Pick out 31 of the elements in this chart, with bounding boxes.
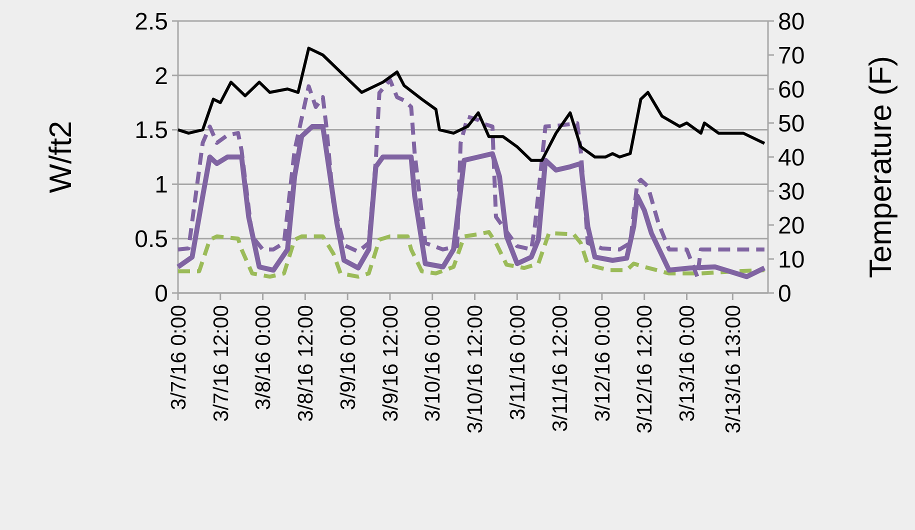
x-tick-label: 3/12/16 0:00 [591,305,614,422]
x-tick-label: 3/12/16 12:00 [634,305,657,434]
x-tick-label: 3/13/16 0:00 [676,305,700,422]
x-tick-label: 3/7/16 12:00 [210,305,233,422]
x-tick-label: 3/9/16 12:00 [379,305,402,422]
y2-tick-label: 60 [778,76,805,104]
y2-axis-title: Temperature (F) [862,56,898,278]
y-tick-label: 0 [154,280,168,308]
y-axis-title: W/ft2 [42,120,78,194]
y-tick-label: 0.5 [134,226,168,253]
y-tick-label: 2 [154,62,168,90]
x-tick-label: 3/11/16 12:00 [548,305,572,432]
y2-tick-label: 40 [778,144,805,172]
x-tick-label: 3/9/16 0:00 [336,305,360,410]
x-tick-label: 3/10/16 12:00 [464,305,488,434]
y-tick-label: 2.5 [134,8,168,36]
x-tick-label: 3/10/16 0:00 [422,305,445,422]
y2-tick-label: 70 [778,42,805,70]
x-tick-label: 3/13/16 13:00 [722,305,746,434]
x-tick-label: 3/11/16 0:00 [506,305,530,420]
y-tick-label: 1.5 [134,117,168,144]
y2-tick-label: 20 [778,212,805,240]
y2-tick-label: 80 [778,8,805,36]
y-tick-label: 1 [154,172,168,199]
x-tick-label: 3/7/16 0:00 [167,305,190,410]
y2-tick-label: 10 [778,246,805,274]
y2-tick-label: 0 [778,280,792,308]
y2-tick-label: 50 [778,110,805,138]
x-tick-label: 3/8/16 0:00 [252,305,276,410]
y2-tick-label: 30 [778,178,805,206]
x-tick-label: 3/8/16 12:00 [294,305,318,422]
